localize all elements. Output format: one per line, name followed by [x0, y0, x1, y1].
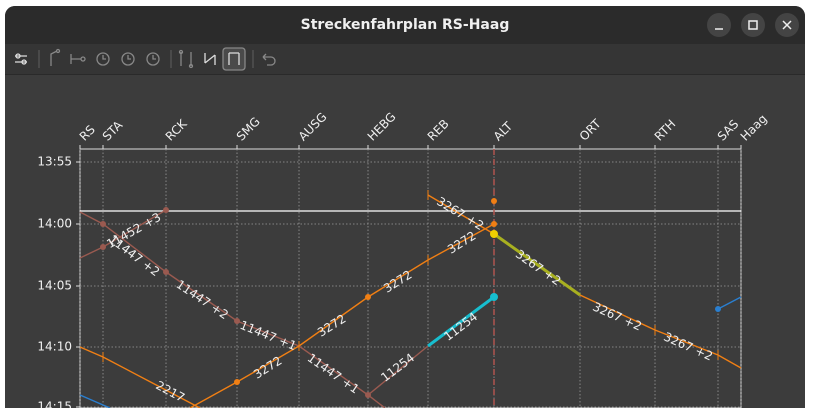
- station-label: SAS: [715, 117, 742, 144]
- station-label: RCK: [163, 116, 191, 144]
- train-line: [717, 296, 742, 310]
- close-button[interactable]: [775, 13, 799, 37]
- station-label: ORT: [577, 116, 605, 144]
- train-line: [79, 394, 111, 408]
- stop-dot: [491, 198, 497, 204]
- stop-dot: [715, 306, 721, 312]
- train-line: [367, 345, 429, 396]
- window-title: Streckenfahrplan RS-Haag: [300, 17, 510, 33]
- tool-icon[interactable]: [96, 52, 110, 66]
- tool-icon[interactable]: [146, 52, 160, 66]
- stop-dot: [163, 269, 169, 275]
- train-line: [189, 223, 495, 408]
- station-label: RS: [77, 122, 98, 143]
- settings-icon[interactable]: [15, 53, 27, 65]
- stop-dot: [234, 379, 240, 385]
- station-label: STA: [100, 117, 126, 143]
- stop-dot: [100, 221, 106, 227]
- stop-dot: [490, 230, 498, 238]
- axes-background: [79, 148, 742, 408]
- tool-icon[interactable]: [204, 53, 216, 65]
- highlight-segment: [493, 232, 581, 297]
- stop-dot: [234, 318, 240, 324]
- stop-dot: [365, 294, 371, 300]
- station-label: AUSG: [296, 110, 330, 144]
- time-label: 13:55: [37, 155, 72, 169]
- toolbar-icons: [15, 47, 276, 71]
- minimize-button[interactable]: [707, 13, 731, 37]
- station-label: HEBG: [365, 110, 399, 144]
- highlight-segment: [427, 295, 495, 348]
- train-line: [427, 194, 742, 369]
- station-label: SMG: [234, 114, 263, 143]
- stop-dot: [491, 221, 497, 227]
- tool-icon[interactable]: [70, 54, 86, 64]
- station-label: REB: [425, 117, 452, 144]
- stop-dot: [100, 244, 106, 250]
- tool-icon-active[interactable]: [228, 52, 240, 65]
- stop-dot: [163, 207, 169, 213]
- title-bar: Streckenfahrplan RS-Haag: [5, 6, 805, 44]
- maximize-button[interactable]: [741, 13, 765, 37]
- undo-icon[interactable]: [262, 53, 276, 66]
- time-label: 14:00: [37, 217, 72, 231]
- station-label: Haag: [738, 112, 770, 144]
- time-label: 14:15: [37, 400, 72, 408]
- tool-icon[interactable]: [121, 52, 135, 66]
- tool-icon[interactable]: [50, 48, 61, 67]
- station-label: ALT: [491, 119, 516, 144]
- time-label: 14:05: [37, 279, 72, 293]
- time-label: 14:10: [37, 340, 72, 354]
- tool-icon[interactable]: [178, 49, 194, 69]
- window: RS STA RCK SMG AUSG HEBG REB ALT ORT RTH SAS Haag 13…: [5, 6, 805, 408]
- stop-dot: [490, 293, 498, 301]
- station-label: RTH: [652, 117, 679, 144]
- toolbar: [5, 44, 805, 75]
